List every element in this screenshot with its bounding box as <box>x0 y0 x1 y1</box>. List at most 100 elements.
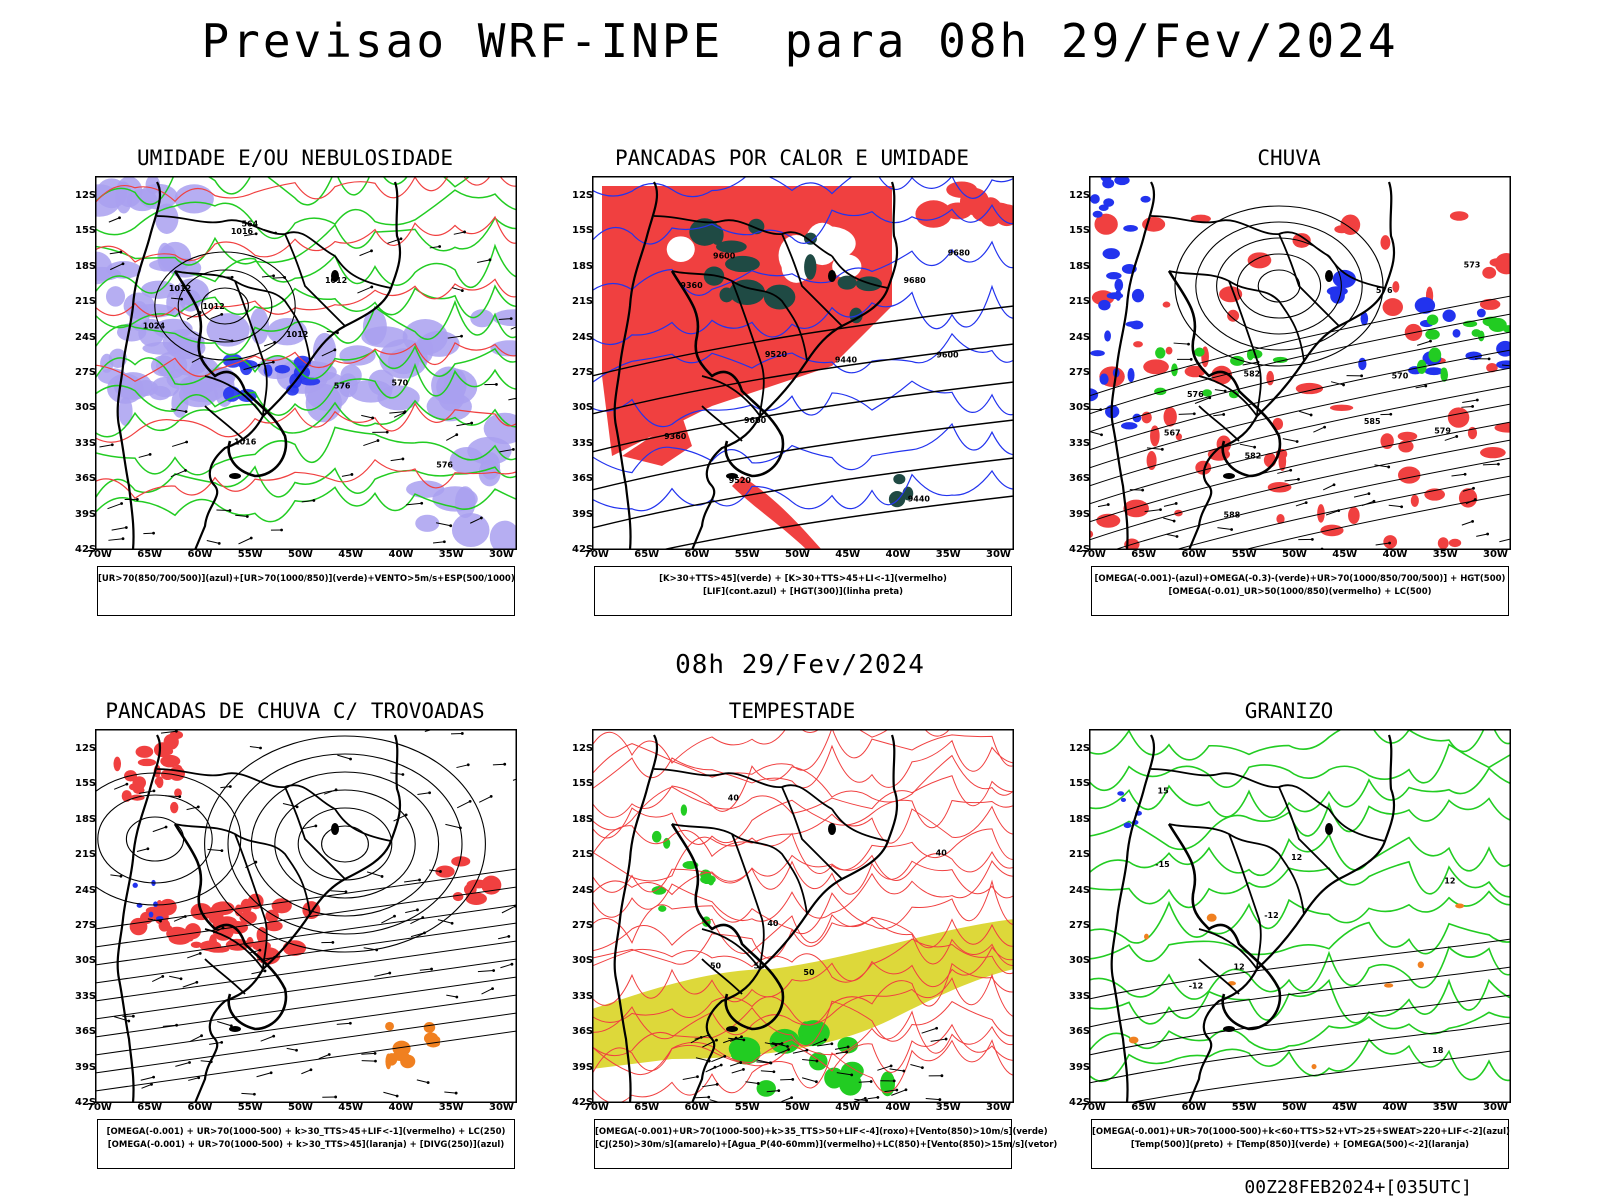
lat-tick-label: 12S <box>572 743 594 754</box>
contour-label: 9680 <box>903 276 926 285</box>
lat-tick-label: 36S <box>1069 1026 1091 1038</box>
contour-label: -15 <box>1155 860 1170 869</box>
contour-label: 573 <box>1464 260 1481 269</box>
lat-tick-label: 27S <box>572 367 594 378</box>
panel-pancadas-trovoadas: PANCADAS DE CHUVA C/ TROVOADAS 12S 15S 18S… <box>75 699 517 1179</box>
contour-label: 40 <box>728 793 740 802</box>
map-plot: 1012 1012 1012 1016 1016 1012 1024 576 576 570 564 <box>95 176 517 550</box>
contour-label: -12 <box>1264 911 1278 920</box>
lat-tick-label: 42S <box>572 544 594 555</box>
legend-line: [LIF](cont.azul) + [HGT(300)](linha pret… <box>702 587 904 597</box>
lon-tick-label: 50W <box>288 1102 313 1113</box>
lon-tick-label: 55W <box>734 549 760 560</box>
lon-tick-label: 45W <box>835 549 861 560</box>
lon-tick-label: 40W <box>885 549 911 560</box>
lat-tick-label: 36S <box>572 473 594 485</box>
lat-tick-label: 39S <box>75 508 97 520</box>
contour-label: 585 <box>1364 417 1381 426</box>
lat-tick-label: 18S <box>1069 260 1091 272</box>
contour-label: 15 <box>1158 787 1170 796</box>
legend-line: [CJ(250)>30m/s](amarelo)+[Agua_P(40-60mm… <box>595 1140 1058 1150</box>
contour-label: 50 <box>710 962 722 971</box>
lon-tick-label: 60W <box>187 549 213 560</box>
legend-box: [OMEGA(-0.001)+UR>70(1000-500)+k<60+TTS>… <box>1091 1119 1510 1169</box>
contour-label: 582 <box>1244 369 1261 378</box>
lat-tick-label: 21S <box>1069 296 1091 308</box>
lat-tick-label: 30S <box>572 955 594 967</box>
legend-line: [Temp(500)](preto) + [Temp(850)](verde) … <box>1130 1140 1470 1150</box>
contour-label: 570 <box>1392 371 1409 380</box>
panel-title: PANCADAS POR CALOR E UMIDADE <box>614 146 969 170</box>
lat-tick-label: 18S <box>75 813 97 825</box>
contour-label: -12 <box>1189 981 1203 990</box>
lat-tick-label: 12S <box>1069 743 1091 754</box>
map-area: 50 40 50 40 50 40 12S 15S 18S 21S 24S 27S 30S 33S 36S 3… <box>572 729 1014 1113</box>
lon-tick-label: 65W <box>1131 1102 1157 1113</box>
map-plot: -12 -15 -12 12 12 12 18 15 <box>1089 729 1511 1103</box>
contour-label: 9520 <box>765 350 788 359</box>
map-area: 588 585 582 582 579 576 576 573 570 567 12S 15S 18S 2… <box>1069 176 1511 560</box>
lon-tick-label: 55W <box>1231 1102 1257 1113</box>
contour-label: 9680 <box>948 249 971 258</box>
contour-label: 40 <box>767 919 779 928</box>
contour-label: 9360 <box>664 432 687 441</box>
map-plot: 50 40 50 40 50 40 <box>592 729 1014 1103</box>
panel-title: CHUVA <box>1257 146 1321 170</box>
lat-tick-label: 21S <box>75 849 97 861</box>
lon-tick-label: 70W <box>1081 1102 1106 1113</box>
lat-tick-label: 30S <box>75 955 97 967</box>
lat-tick-label: 12S <box>572 190 594 201</box>
lon-tick-label: 55W <box>237 1102 263 1113</box>
lon-tick-label: 70W <box>584 1102 609 1113</box>
lon-tick-label: 60W <box>684 1102 710 1113</box>
lat-tick-label: 42S <box>1069 544 1091 555</box>
contour-label: 18 <box>1432 1046 1444 1055</box>
lon-tick-label: 60W <box>187 1102 213 1113</box>
map-area: -12 -15 -12 12 12 12 18 15 12S 15S 18S 21S 24S 27S 30S… <box>1069 729 1511 1113</box>
lat-tick-label: 15S <box>1069 778 1091 790</box>
lat-tick-label: 39S <box>572 508 594 520</box>
lat-tick-label: 36S <box>75 473 97 485</box>
lon-tick-label: 30W <box>489 549 514 560</box>
lat-tick-label: 42S <box>75 1097 97 1108</box>
lat-tick-label: 24S <box>75 884 97 896</box>
lat-tick-label: 24S <box>1069 884 1091 896</box>
lat-tick-label: 12S <box>75 190 97 201</box>
lon-tick-label: 40W <box>388 549 414 560</box>
legend-box: [UR>70(850/700/500)](azul)+[UR>70(1000/8… <box>97 566 515 616</box>
lon-tick-label: 45W <box>835 1102 861 1113</box>
lon-tick-label: 70W <box>87 1102 112 1113</box>
contour-label: 12 <box>1234 963 1245 972</box>
lon-tick-label: 55W <box>1231 549 1257 560</box>
lon-tick-label: 50W <box>785 1102 810 1113</box>
contour-label: 9440 <box>835 356 858 365</box>
legend-line: [UR>70(850/700/500)](azul)+[UR>70(1000/8… <box>98 574 515 584</box>
contour-label: 9440 <box>908 494 931 503</box>
legend-line: [OMEGA(-0.01)_UR>50(1000/850)(vermelho) … <box>1168 587 1432 597</box>
panel-title: GRANIZO <box>1244 699 1334 723</box>
lon-tick-label: 30W <box>986 549 1011 560</box>
contour-label: 9520 <box>729 476 752 485</box>
lon-tick-label: 45W <box>338 1102 364 1113</box>
legend-box: [OMEGA(-0.001) + UR>70(1000-500) + k>30_… <box>97 1119 515 1169</box>
lon-tick-label: 70W <box>584 549 609 560</box>
panel-chuva: CHUVA 588 585 582 582 579 576 576 573 570 567 12S 1… <box>1069 146 1511 626</box>
legend-line: [K>30+TTS>45](verde) + [K>30+TTS>45+LI<-… <box>659 574 947 584</box>
lon-tick-label: 50W <box>288 549 313 560</box>
lon-tick-label: 35W <box>935 1102 961 1113</box>
lat-tick-label: 15S <box>75 225 97 237</box>
contour-label: 1012 <box>286 330 308 339</box>
lon-tick-label: 35W <box>438 549 464 560</box>
legend-line: [OMEGA(-0.001)+UR>70(1000-500)+k<60+TTS>… <box>1092 1127 1510 1137</box>
lat-tick-label: 36S <box>75 1026 97 1038</box>
lon-tick-label: 40W <box>1382 549 1408 560</box>
lat-tick-label: 36S <box>572 1026 594 1038</box>
panel-pancadas-calor: PANCADAS POR CALOR E UMIDADE 9600 9600 952… <box>572 146 1014 626</box>
lon-tick-label: 35W <box>438 1102 464 1113</box>
lat-tick-label: 15S <box>75 778 97 790</box>
contour-label: 576 <box>1376 286 1393 295</box>
contour-label: 564 <box>241 219 258 228</box>
panel-umidade: UMIDADE E/OU NEBULOSIDADE 1012 1012 1012 10… <box>75 146 517 626</box>
lat-tick-label: 24S <box>1069 331 1091 343</box>
contour-label: 579 <box>1434 426 1451 435</box>
